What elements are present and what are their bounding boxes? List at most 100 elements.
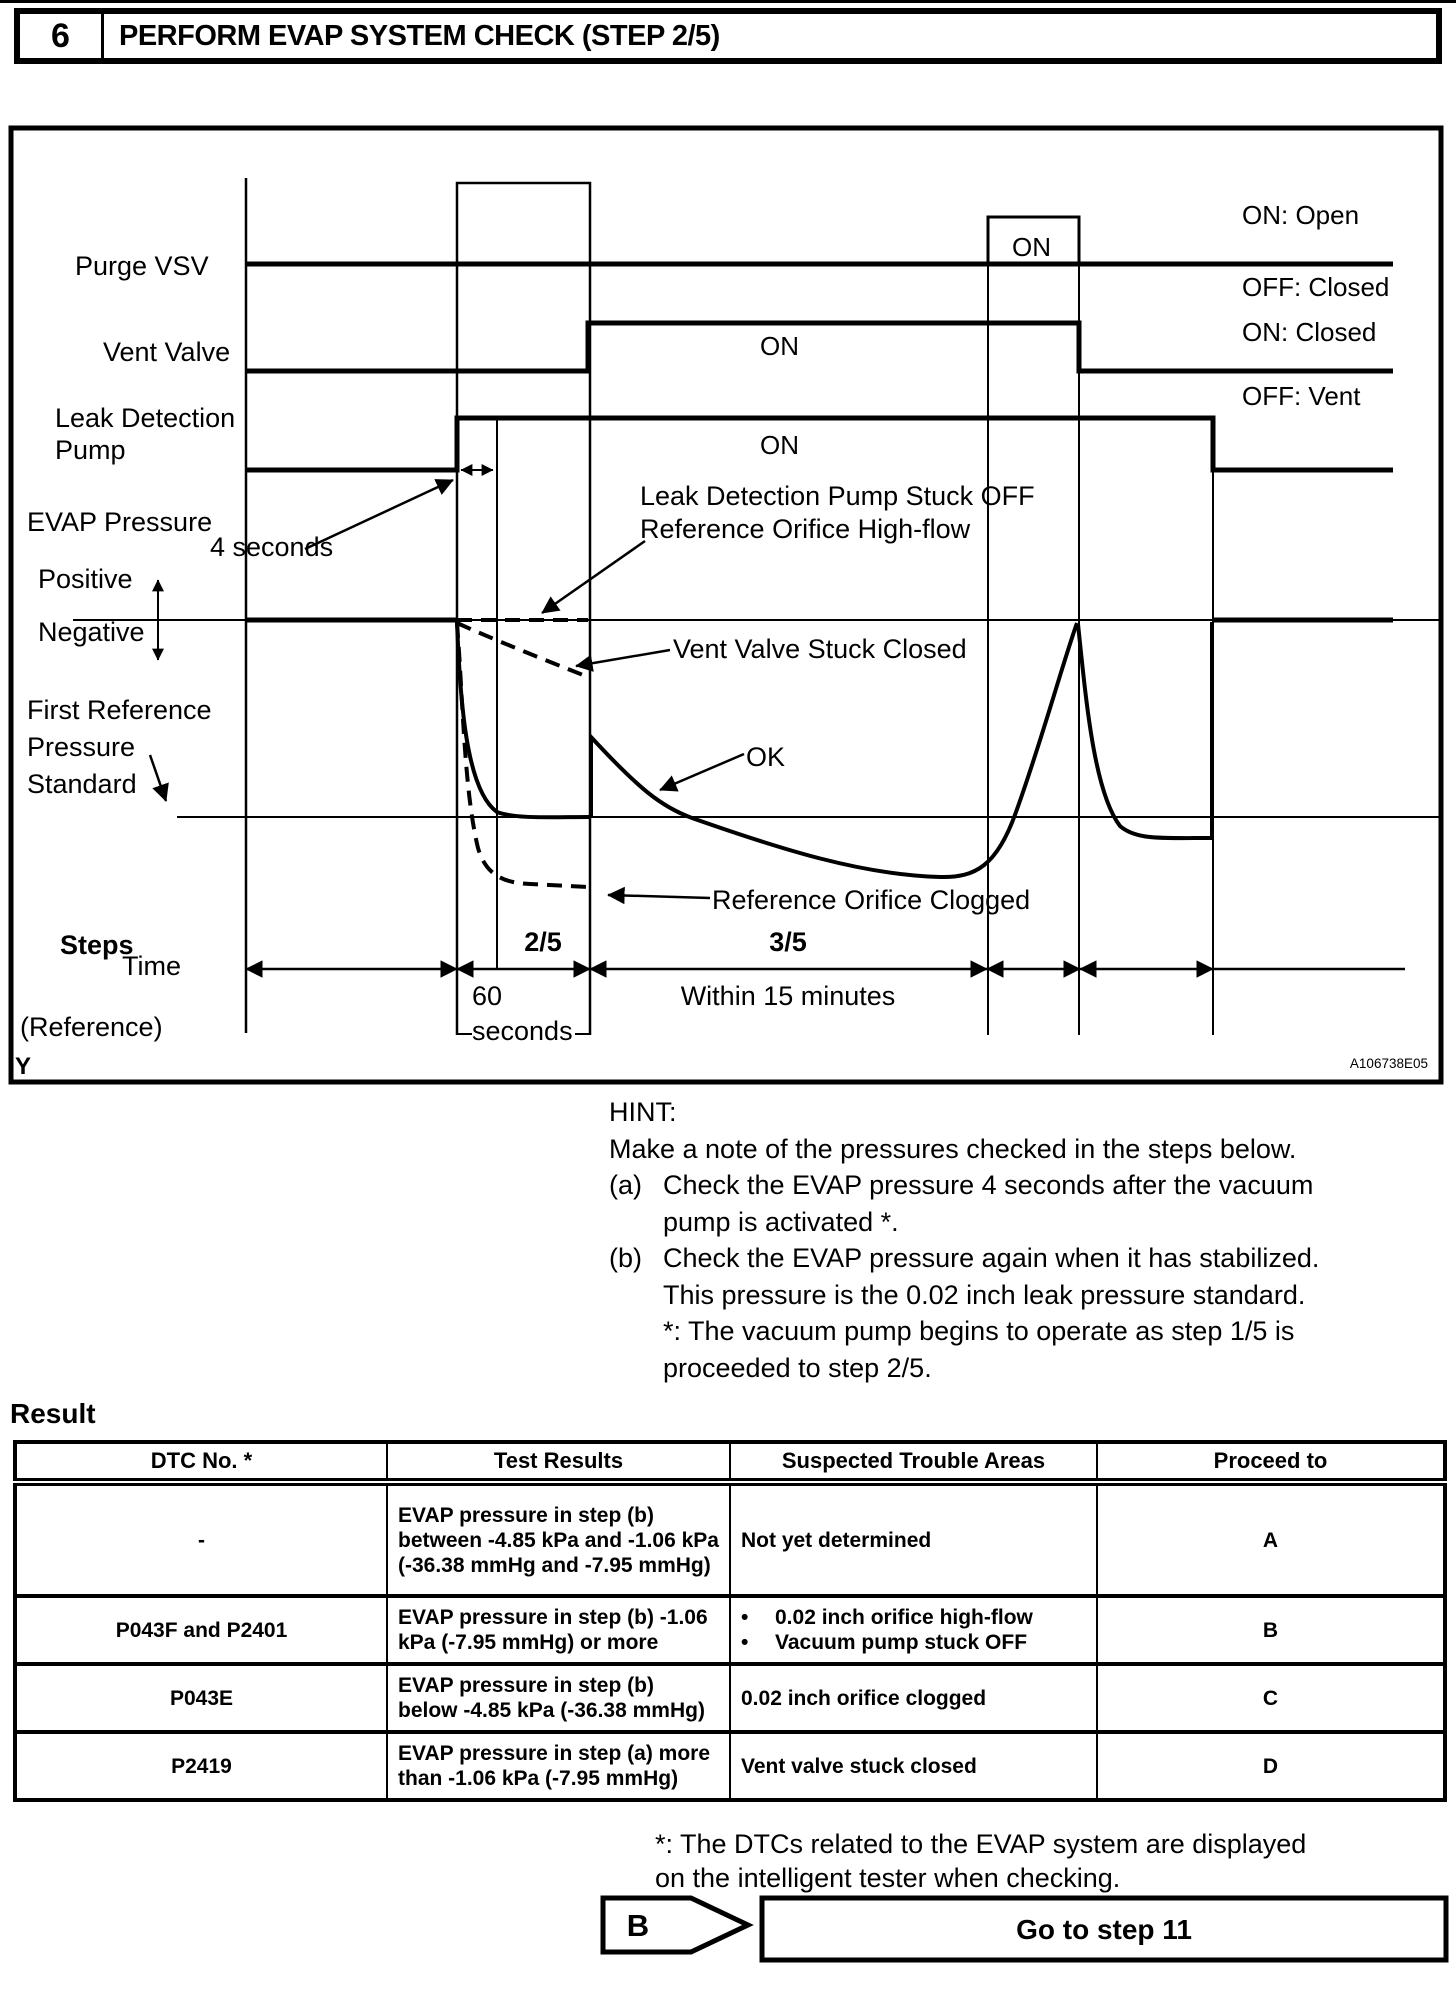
suspected-text: Vacuum pump stuck OFF — [775, 1631, 1028, 1654]
suspected-cell: Not yet determined — [729, 1480, 1098, 1596]
goto-step-box — [759, 1895, 1449, 1963]
hint-b-line2: This pressure is the 0.02 inch leak pres… — [663, 1279, 1306, 1310]
footnote-line1: *: The DTCs related to the EVAP system a… — [655, 1829, 1307, 1859]
pump-on-label: ON — [760, 430, 799, 460]
hint-intro: Make a note of the pressures checked in … — [609, 1133, 1297, 1164]
hint-b-line3: *: The vacuum pump begins to operate as … — [663, 1316, 1295, 1346]
orifice-clogged-label: Reference Orifice Clogged — [712, 885, 1030, 915]
vent-stuck-closed-curve — [456, 621, 589, 679]
suspected-cell: Vent valve stuck closed — [729, 1730, 1098, 1800]
legend-vent-on: ON: Closed — [1242, 317, 1376, 347]
col-suspected: Suspected Trouble Areas — [729, 1442, 1098, 1486]
time-label: Time — [122, 951, 181, 981]
within-label: Within 15 minutes — [681, 981, 896, 1011]
proceed-cell: C — [1096, 1662, 1446, 1732]
dtc-cell: P043E — [14, 1662, 388, 1732]
test-cell: EVAP pressure in step (b) below -4.85 kP… — [386, 1662, 731, 1732]
proceed-cell: D — [1096, 1730, 1446, 1800]
hint-marker-b: (b) — [609, 1243, 642, 1273]
figure-corner-label: Y — [15, 1053, 31, 1080]
hint-b-line1: Check the EVAP pressure again when it ha… — [663, 1243, 1320, 1273]
figure-code: A106738E05 — [1350, 1056, 1428, 1071]
evap-timing-diagram: Purge VSV ON Vent Valve ON Leak Detectio… — [8, 125, 1444, 1085]
vent-valve-label: Vent Valve — [103, 337, 230, 367]
result-table: DTC No. * Test Results Suspected Trouble… — [13, 1440, 1447, 1802]
orifice-clogged-arrow — [607, 886, 711, 905]
step2-window-lines — [455, 181, 592, 1035]
pump-stuck-label-line2: Reference Orifice High-flow — [640, 514, 971, 544]
table-row: P2419 EVAP pressure in step (a) more tha… — [14, 1730, 1446, 1800]
dtc-cell: - — [14, 1480, 388, 1596]
reference-label: (Reference) — [20, 1012, 163, 1042]
sixty-seconds-bracket — [456, 1018, 591, 1035]
negative-label: Negative — [38, 617, 145, 647]
test-cell: EVAP pressure in step (b) between -4.85 … — [386, 1480, 731, 1596]
seconds-label: seconds — [472, 1016, 573, 1046]
diagram-border — [8, 125, 1444, 1085]
hint-a-line1: Check the EVAP pressure 4 seconds after … — [663, 1170, 1314, 1200]
bullet-icon: • — [741, 1606, 749, 1629]
result-header-row: DTC No. * Test Results Suspected Trouble… — [14, 1442, 1446, 1486]
col-dtc: DTC No. * — [14, 1442, 388, 1486]
step-number: 6 — [20, 14, 104, 58]
step-title: PERFORM EVAP SYSTEM CHECK (STEP 2/5) — [119, 19, 720, 52]
legend-vent-off: OFF: Vent — [1242, 381, 1361, 411]
pump-stuck-arrow — [541, 539, 646, 615]
ok-arrow — [659, 752, 745, 792]
steps-label: Steps — [60, 930, 134, 960]
result-b-arrow-shape — [600, 1895, 754, 1955]
step3-label: 3/5 — [769, 927, 807, 957]
suspected-cell: 0.02 inch orifice clogged — [729, 1662, 1098, 1732]
four-seconds-arrow — [304, 478, 454, 551]
goto-step-row: B Go to step 11 — [600, 1895, 1449, 1963]
hint-marker-a: (a) — [609, 1170, 642, 1200]
hint-item-b: (b) Check the EVAP pressure again when i… — [609, 1240, 1449, 1386]
goto-step-text: Go to step 11 — [1016, 1914, 1192, 1945]
table-row: P043E EVAP pressure in step (b) below -4… — [14, 1662, 1446, 1732]
four-seconds-label: 4 seconds — [210, 532, 333, 562]
vent-valve-trace — [246, 320, 1393, 374]
suspected-bullet-line: • Vacuum pump stuck OFF — [741, 1630, 1086, 1655]
hint-a-line2: pump is activated *. — [663, 1206, 899, 1237]
footnote-line2: on the intelligent tester when checking. — [655, 1863, 1121, 1893]
evap-pressure-label: EVAP Pressure — [27, 507, 212, 537]
hint-item-a: (a) Check the EVAP pressure 4 seconds af… — [609, 1167, 1449, 1240]
first-ref-label-line2: Pressure — [27, 732, 135, 762]
positive-label: Positive — [38, 564, 133, 594]
sixty-label: 60 — [472, 981, 502, 1011]
table-row: P043F and P2401 EVAP pressure in step (b… — [14, 1594, 1446, 1664]
first-ref-arrow — [148, 754, 169, 802]
purge-vsv-pulse — [986, 215, 1081, 264]
col-proceed: Proceed to — [1096, 1442, 1446, 1486]
vent-on-label: ON — [760, 331, 799, 361]
suspected-text: 0.02 inch orifice high-flow — [775, 1606, 1033, 1629]
ok-curve-end — [1076, 622, 1214, 841]
pump-stuck-label-line1: Leak Detection Pump Stuck OFF — [640, 481, 1035, 511]
result-b-letter: B — [627, 1908, 649, 1943]
test-cell: EVAP pressure in step (a) more than -1.0… — [386, 1730, 731, 1800]
test-cell: EVAP pressure in step (b) -1.06 kPa (-7.… — [386, 1594, 731, 1664]
purge-on-label: ON — [1012, 232, 1051, 262]
hint-b-line4: proceeded to step 2/5. — [663, 1352, 932, 1383]
step2-label: 2/5 — [524, 927, 562, 957]
page-top-rule — [0, 0, 1456, 3]
suspected-bullet-line: • 0.02 inch orifice high-flow — [741, 1605, 1086, 1630]
dtc-cell: P2419 — [14, 1730, 388, 1800]
dtc-cell: P043F and P2401 — [14, 1594, 388, 1664]
hint-block: HINT: Make a note of the pressures check… — [609, 1094, 1449, 1386]
ok-label: OK — [746, 742, 785, 772]
vent-stuck-arrow — [575, 648, 671, 672]
pump-trace — [246, 415, 1393, 473]
pump-label-line2: Pump — [55, 435, 126, 465]
result-heading: Result — [10, 1398, 96, 1429]
proceed-cell: B — [1096, 1594, 1446, 1664]
purge-vsv-label: Purge VSV — [75, 251, 209, 281]
orifice-clogged-curve — [455, 622, 589, 889]
legend-purge-on: ON: Open — [1242, 200, 1359, 230]
first-ref-label-line3: Standard — [27, 769, 137, 799]
first-ref-label-line1: First Reference — [27, 695, 212, 725]
table-row: - EVAP pressure in step (b) between -4.8… — [14, 1480, 1446, 1596]
col-test-results: Test Results — [386, 1442, 731, 1486]
vent-stuck-label: Vent Valve Stuck Closed — [673, 634, 967, 664]
suspected-cell: • 0.02 inch orifice high-flow • Vacuum p… — [729, 1594, 1098, 1664]
